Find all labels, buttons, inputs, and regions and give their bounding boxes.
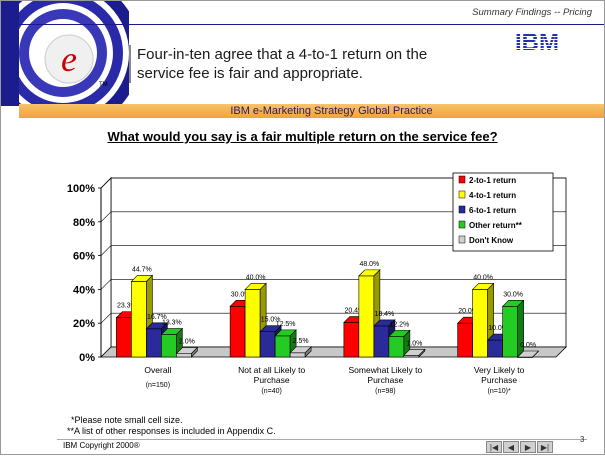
bar	[343, 322, 360, 358]
legend	[452, 172, 554, 252]
section-title: Summary Findings -- Pricing	[472, 7, 592, 18]
data-label: 40.0%	[473, 274, 493, 281]
bar	[487, 339, 503, 358]
data-label: 10.0%	[488, 325, 508, 332]
header-rule	[19, 24, 604, 25]
legend-label: 4-to-1 return	[469, 191, 516, 200]
bar	[259, 331, 276, 358]
x-tick-base: (n=98)	[375, 388, 395, 395]
ibm-logo: IBM	[515, 29, 559, 54]
y-tick-label: 0%	[79, 352, 95, 364]
data-label: 40.0%	[246, 274, 266, 281]
footnote-small-cell: *Please note small cell size.	[71, 415, 183, 425]
legend-swatch	[458, 220, 466, 229]
bar-side	[532, 350, 539, 358]
data-label: 0.0%	[520, 342, 536, 349]
footer-rule	[57, 439, 587, 440]
data-label: 30.0%	[503, 291, 523, 298]
svg-text:e: e	[61, 39, 77, 79]
data-label: 12.5%	[276, 321, 296, 328]
y-tick-label: 40%	[73, 284, 95, 296]
page-title: Four-in-ten agree that a 4-to-1 return o…	[129, 45, 437, 83]
x-tick-label: Overall	[144, 365, 171, 375]
bar	[176, 353, 192, 358]
legend-label: Other return**	[469, 221, 523, 230]
bar	[388, 336, 405, 358]
practice-band-label: IBM e-Marketing Strategy Global Practice	[230, 105, 433, 117]
slide-nav: |◀ ◀ ▶ ▶|	[486, 441, 553, 453]
gridline-diag	[100, 245, 112, 256]
legend-swatch	[458, 190, 466, 199]
x-tick-label: Purchase	[254, 375, 290, 385]
ibm-logo-text: IBM	[515, 29, 559, 54]
data-label: 23.3%	[117, 303, 137, 310]
bar	[131, 281, 147, 358]
legend-swatch	[458, 205, 466, 214]
data-label: 44.7%	[132, 266, 152, 273]
y-tick-label: 100%	[67, 183, 95, 195]
data-label: 30.0%	[231, 291, 251, 298]
data-label: 12.2%	[389, 321, 409, 328]
footnote-other-responses: **A list of other responses is included …	[67, 426, 276, 436]
e-logo-icon: e	[44, 34, 94, 84]
data-label: 20.4%	[344, 308, 364, 315]
x-tick-label: Purchase	[367, 375, 403, 385]
data-label: 48.0%	[359, 261, 379, 268]
x-tick-base: (n=40)	[261, 388, 281, 395]
prev-slide-button[interactable]: ◀	[503, 441, 519, 453]
bar	[373, 325, 390, 358]
legend-swatch	[458, 235, 466, 244]
gridline-diag	[100, 177, 112, 189]
y-tick-label: 60%	[73, 251, 95, 263]
bar	[502, 305, 518, 358]
legend-label: Don't Know	[469, 236, 514, 245]
data-label: 16.7%	[147, 314, 167, 321]
x-tick-label: Very Likely to	[474, 365, 525, 375]
data-label: 13.3%	[162, 320, 182, 327]
x-tick-label: Purchase	[481, 375, 517, 385]
data-label: 1.0%	[406, 340, 422, 347]
bar	[146, 328, 162, 358]
bar	[229, 305, 246, 358]
logo-tm: TM	[99, 82, 108, 88]
legend-swatch	[458, 175, 466, 184]
data-label: 18.4%	[374, 311, 394, 318]
first-slide-button[interactable]: |◀	[486, 441, 502, 453]
x-tick-label: Not at all Likely to	[238, 365, 305, 375]
bar	[116, 317, 132, 358]
bar	[358, 275, 375, 358]
bar	[274, 335, 291, 358]
bar	[289, 352, 306, 358]
bar-side	[304, 346, 312, 358]
copyright: IBM Copyright 2000®	[63, 441, 140, 450]
data-label: 2.0%	[179, 339, 195, 346]
data-label: 2.5%	[293, 338, 309, 345]
last-slide-button[interactable]: ▶|	[537, 441, 553, 453]
x-tick-base: (n=150)	[146, 382, 170, 389]
plot-side-wall	[100, 177, 112, 358]
y-tick-label: 80%	[73, 217, 95, 229]
y-tick-label: 20%	[73, 318, 95, 330]
legend-label: 6-to-1 return	[469, 206, 516, 215]
bar-side	[191, 346, 198, 358]
x-tick-label: Somewhat Likely to	[349, 365, 423, 375]
legend-label: 2-to-1 return	[469, 176, 516, 185]
gridline-diag	[100, 312, 112, 324]
page-number: 3	[580, 435, 585, 444]
bar	[472, 289, 488, 358]
data-label: 20.0%	[458, 308, 478, 315]
gridline-diag	[100, 211, 112, 223]
next-slide-button[interactable]: ▶	[520, 441, 536, 453]
bar	[457, 322, 473, 358]
x-tick-base: (n=10)*	[488, 388, 511, 395]
bar	[244, 289, 261, 358]
bar-side	[418, 348, 426, 358]
chart-question: What would you say is a fair multiple re…	[107, 129, 498, 144]
gridline-diag	[100, 279, 112, 290]
data-label: 15.0%	[261, 317, 281, 324]
practice-band: IBM e-Marketing Strategy Global Practice	[19, 104, 604, 118]
bar	[161, 334, 177, 358]
